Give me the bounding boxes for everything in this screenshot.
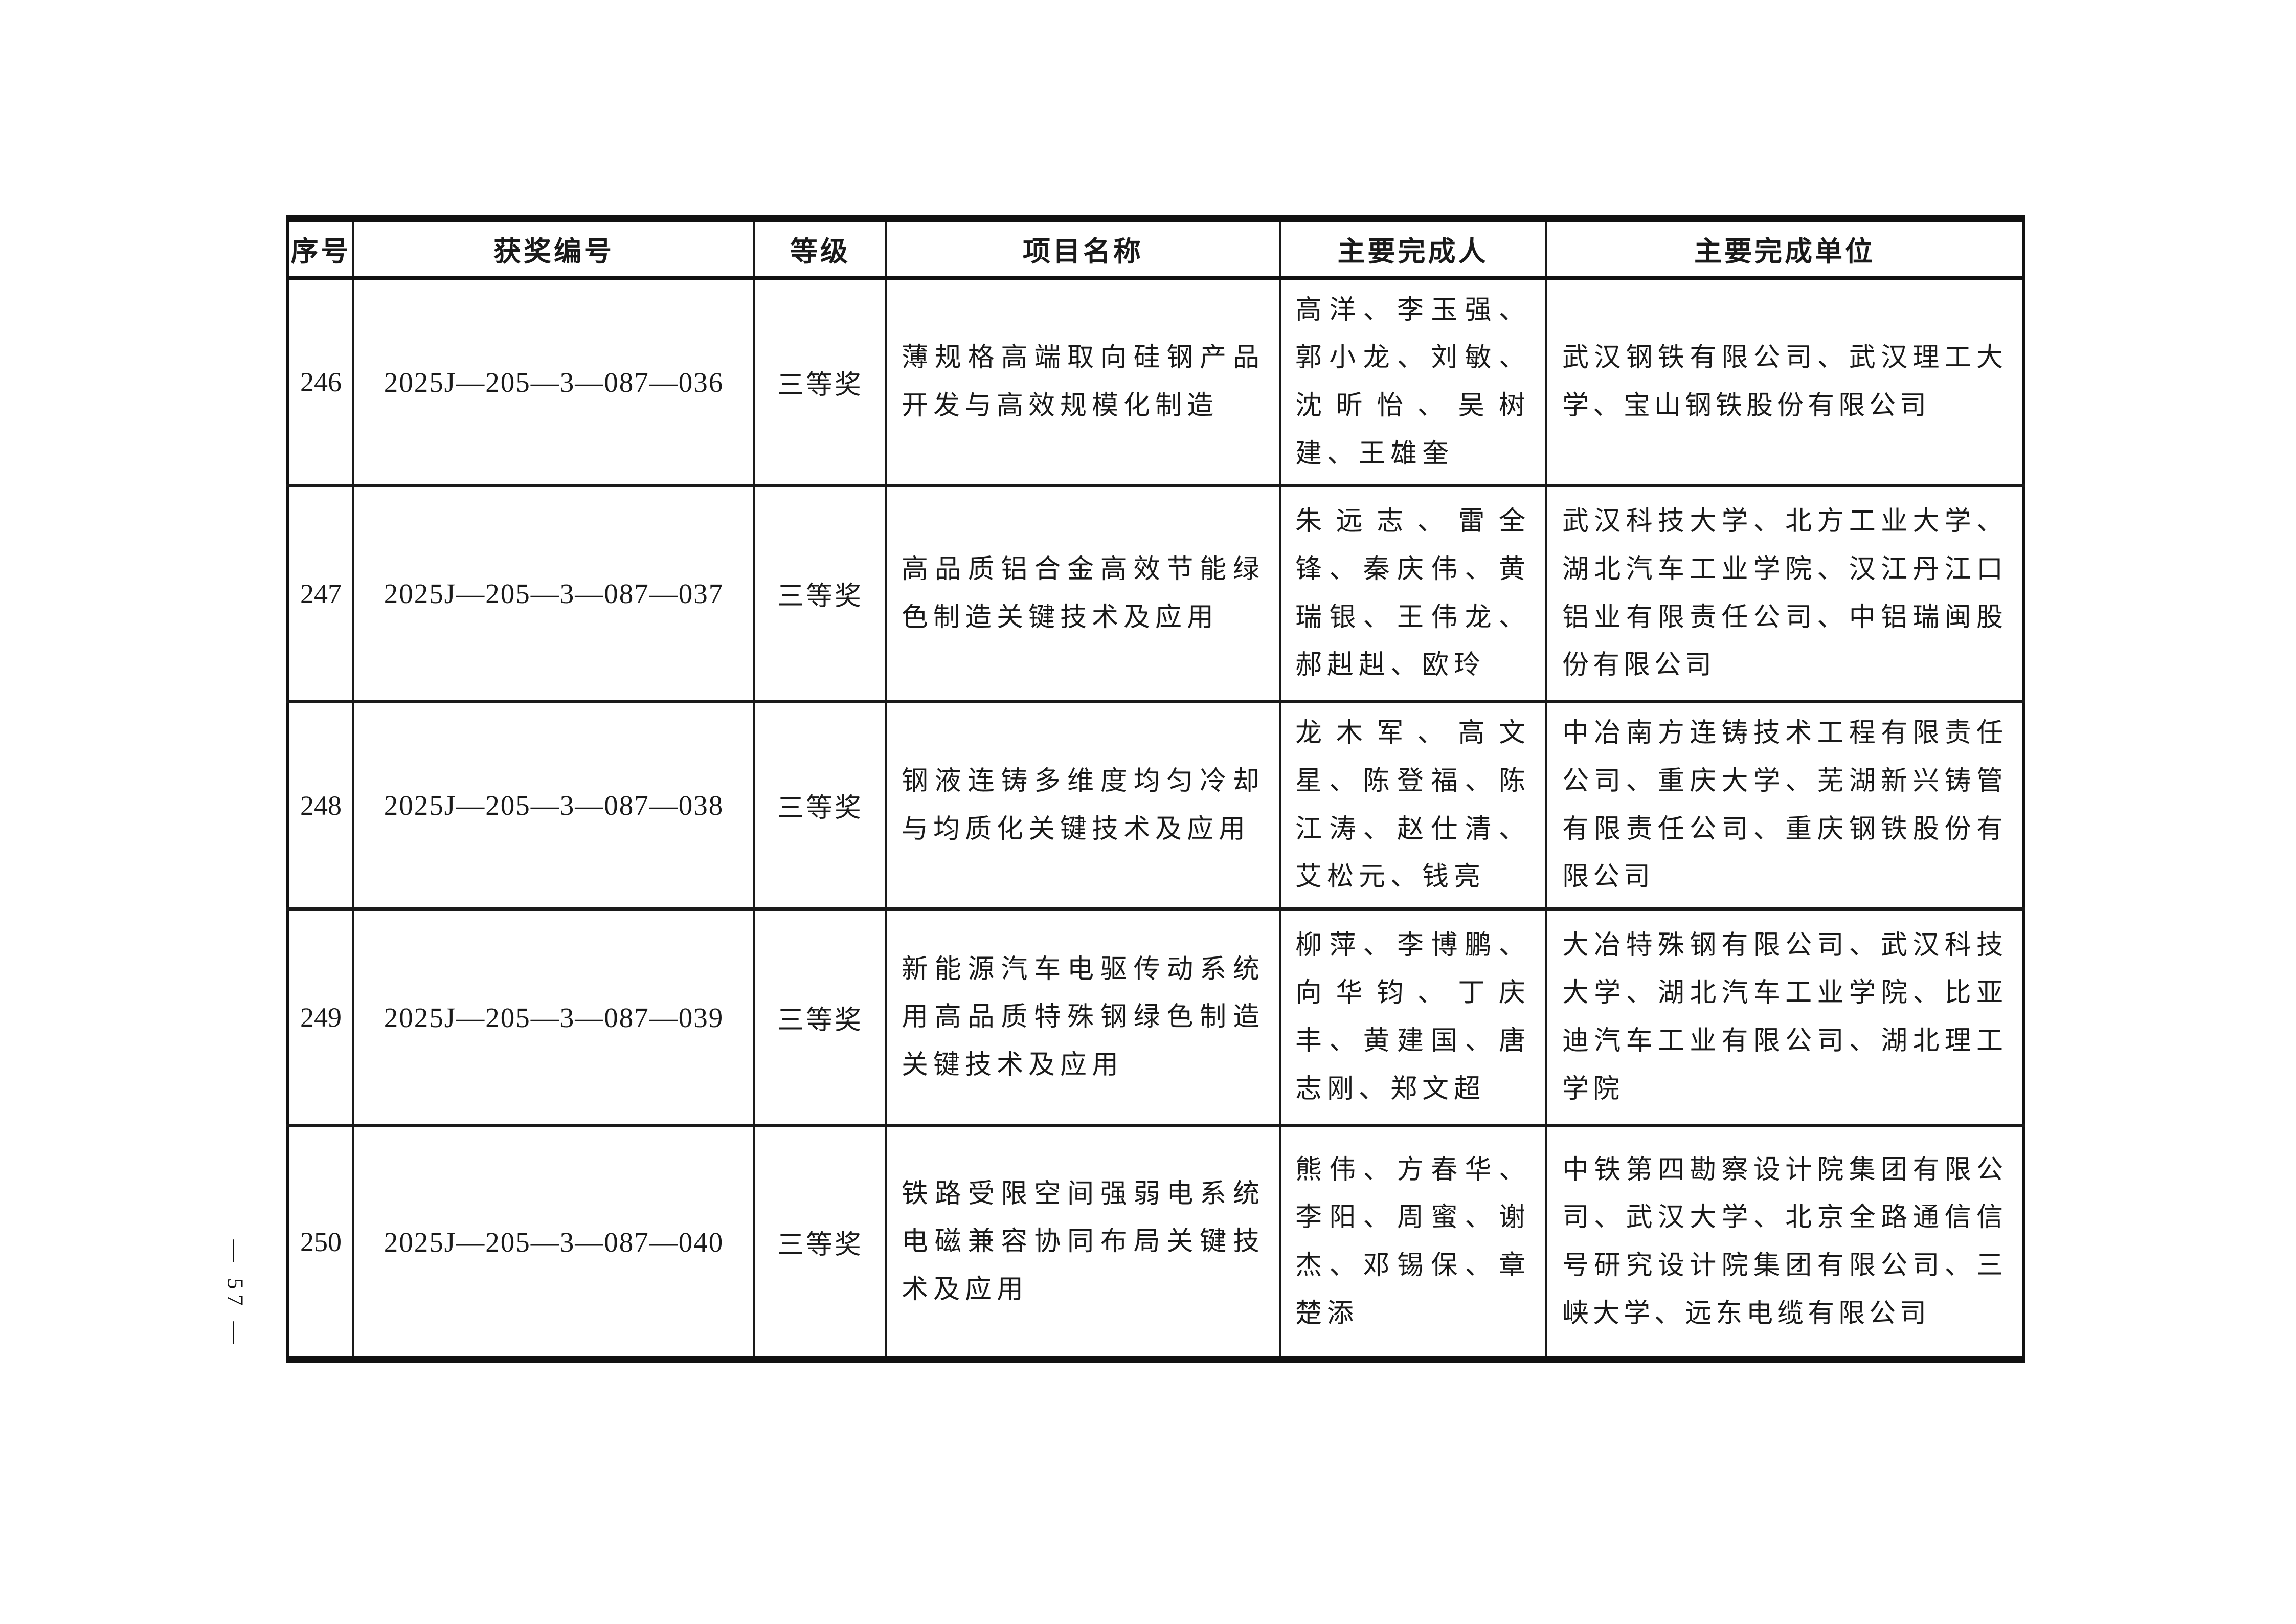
cell-main-completers: 柳萍、李博鹏、向华钧、丁庆丰、黄建国、唐志刚、郑文超 xyxy=(1279,907,1547,1127)
column-header-grade: 等级 xyxy=(753,217,887,280)
cell-main-units: 中铁第四勘察设计院集团有限公司、武汉大学、北京全路通信信号研究设计院集团有限公司… xyxy=(1545,1124,2025,1362)
cell-award-number: 2025J—205—3—087—036 xyxy=(352,276,755,487)
table-row: 248 2025J—205—3—087—038 三等奖 钢液连铸多维度均匀冷却与… xyxy=(287,700,2025,911)
cell-main-units: 大冶特殊钢有限公司、武汉科技大学、湖北汽车工业学院、比亚迪汽车工业有限公司、湖北… xyxy=(1545,907,2025,1127)
table-row: 247 2025J—205—3—087—037 三等奖 高品质铝合金高效节能绿色… xyxy=(287,484,2025,703)
cell-main-completers: 朱远志、雷全锋、秦庆伟、黄瑞银、王伟龙、郝赳赳、欧玲 xyxy=(1279,484,1547,703)
cell-index: 249 xyxy=(287,907,354,1127)
cell-index: 250 xyxy=(287,1124,354,1362)
cell-award-number: 2025J—205—3—087—039 xyxy=(352,907,755,1127)
cell-main-units: 武汉钢铁有限公司、武汉理工大学、宝山钢铁股份有限公司 xyxy=(1545,276,2025,487)
cell-main-units: 武汉科技大学、北方工业大学、湖北汽车工业学院、汉江丹江口铝业有限责任公司、中铝瑞… xyxy=(1545,484,2025,703)
table-row: 250 2025J—205—3—087—040 三等奖 铁路受限空间强弱电系统电… xyxy=(287,1124,2025,1362)
cell-index: 246 xyxy=(287,276,354,487)
cell-index: 248 xyxy=(287,700,354,911)
cell-grade: 三等奖 xyxy=(753,907,887,1127)
column-header-units: 主要完成单位 xyxy=(1545,217,2025,280)
page-number: — 57 — xyxy=(222,1239,248,1349)
cell-project-name: 高品质铝合金高效节能绿色制造关键技术及应用 xyxy=(885,484,1281,703)
column-header-index: 序号 xyxy=(287,217,354,280)
cell-project-name: 新能源汽车电驱传动系统用高品质特殊钢绿色制造关键技术及应用 xyxy=(885,907,1281,1127)
cell-index: 247 xyxy=(287,484,354,703)
cell-grade: 三等奖 xyxy=(753,1124,887,1362)
cell-grade: 三等奖 xyxy=(753,484,887,703)
cell-award-number: 2025J—205—3—087—038 xyxy=(352,700,755,911)
cell-main-completers: 熊伟、方春华、李阳、周蜜、谢杰、邓锡保、章楚添 xyxy=(1279,1124,1547,1362)
cell-project-name: 薄规格高端取向硅钢产品开发与高效规模化制造 xyxy=(885,276,1281,487)
column-header-persons: 主要完成人 xyxy=(1279,217,1547,280)
awards-table: 序号 获奖编号 等级 项目名称 主要完成人 主要完成单位 246 2025J—2… xyxy=(286,215,2025,1363)
cell-main-completers: 高洋、李玉强、郭小龙、刘敏、沈昕怡、吴树建、王雄奎 xyxy=(1279,276,1547,487)
column-header-award-no: 获奖编号 xyxy=(352,217,755,280)
table-row: 246 2025J—205—3—087—036 三等奖 薄规格高端取向硅钢产品开… xyxy=(287,276,2025,487)
table-header-row: 序号 获奖编号 等级 项目名称 主要完成人 主要完成单位 xyxy=(287,217,2025,280)
cell-project-name: 铁路受限空间强弱电系统电磁兼容协同布局关键技术及应用 xyxy=(885,1124,1281,1362)
column-header-project: 项目名称 xyxy=(885,217,1281,280)
cell-grade: 三等奖 xyxy=(753,700,887,911)
table-row: 249 2025J—205—3—087—039 三等奖 新能源汽车电驱传动系统用… xyxy=(287,907,2025,1127)
cell-award-number: 2025J—205—3—087—037 xyxy=(352,484,755,703)
cell-grade: 三等奖 xyxy=(753,276,887,487)
cell-project-name: 钢液连铸多维度均匀冷却与均质化关键技术及应用 xyxy=(885,700,1281,911)
cell-main-units: 中冶南方连铸技术工程有限责任公司、重庆大学、芜湖新兴铸管有限责任公司、重庆钢铁股… xyxy=(1545,700,2025,911)
cell-award-number: 2025J—205—3—087—040 xyxy=(352,1124,755,1362)
cell-main-completers: 龙木军、高文星、陈登福、陈江涛、赵仕清、艾松元、钱亮 xyxy=(1279,700,1547,911)
